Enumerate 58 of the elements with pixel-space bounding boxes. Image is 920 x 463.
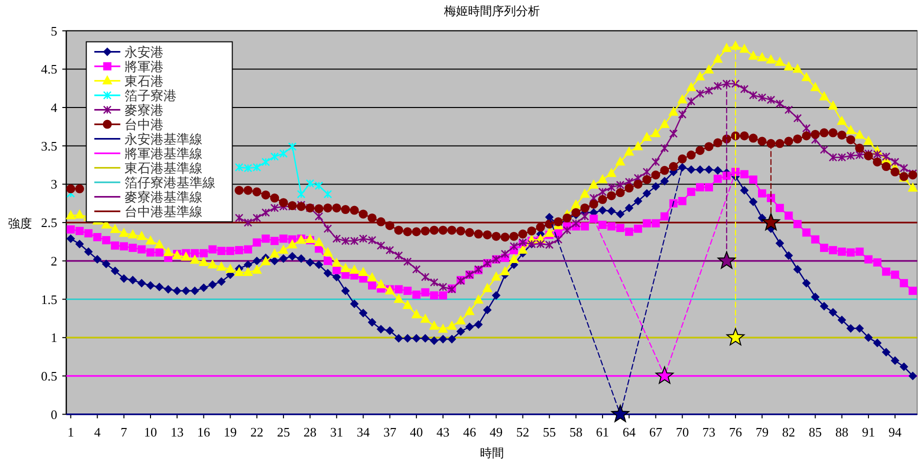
x-tick-label: 37 bbox=[383, 424, 397, 440]
y-tick-label: 2 bbox=[50, 253, 58, 268]
legend-label: 將軍港 bbox=[124, 58, 164, 74]
x-tick-label: 79 bbox=[756, 424, 769, 440]
x-tick-label: 1 bbox=[67, 424, 74, 440]
y-tick-label: 3 bbox=[50, 176, 58, 192]
x-tick-label: 52 bbox=[516, 424, 530, 440]
legend-label: 箔仔寮港基準線 bbox=[124, 174, 216, 190]
x-tick-label: 43 bbox=[436, 424, 450, 440]
x-tick-label: 4 bbox=[94, 424, 102, 440]
x-tick-label: 46 bbox=[463, 424, 477, 440]
y-tick-label: 2.5 bbox=[41, 215, 58, 230]
legend-label: 箔子寮港 bbox=[124, 88, 176, 103]
x-tick-label: 61 bbox=[596, 424, 610, 440]
x-tick-label: 16 bbox=[197, 424, 211, 440]
x-tick-label: 94 bbox=[888, 424, 902, 440]
x-tick-label: 19 bbox=[224, 424, 237, 440]
legend-label: 台中港 bbox=[124, 116, 164, 132]
x-tick-label: 28 bbox=[304, 424, 317, 440]
x-tick-label: 55 bbox=[542, 424, 556, 440]
x-tick-label: 49 bbox=[490, 424, 503, 440]
legend-label: 台中港基準線 bbox=[124, 204, 202, 219]
y-tick-label: 5 bbox=[50, 23, 58, 38]
legend-label: 麥寮港基準線 bbox=[124, 189, 202, 204]
x-tick-label: 76 bbox=[728, 424, 742, 440]
legend-label: 永安港基準線 bbox=[124, 131, 202, 146]
x-tick-label: 67 bbox=[649, 424, 663, 440]
y-tick-label: 4 bbox=[50, 100, 58, 115]
y-axis-title: 強度 bbox=[8, 216, 32, 231]
x-tick-label: 91 bbox=[862, 424, 875, 440]
legend-label: 永安港 bbox=[124, 44, 164, 60]
x-tick-label: 85 bbox=[808, 424, 822, 440]
y-tick-label: 0.5 bbox=[41, 368, 58, 384]
x-axis-title: 時間 bbox=[480, 446, 504, 460]
x-tick-label: 82 bbox=[782, 424, 796, 440]
x-tick-label: 34 bbox=[356, 424, 370, 440]
y-tick-label: 3.5 bbox=[41, 138, 58, 154]
legend-label: 東石港基準線 bbox=[124, 160, 202, 176]
x-tick-label: 31 bbox=[330, 424, 344, 440]
legend-label: 麥寮港 bbox=[124, 102, 164, 118]
chart-title: 梅姬時間序列分析 bbox=[442, 4, 540, 18]
x-tick-label: 88 bbox=[835, 424, 848, 440]
y-tick-label: 1 bbox=[50, 330, 58, 346]
x-tick-label: 22 bbox=[250, 424, 264, 440]
y-tick-label: 4.5 bbox=[41, 62, 58, 77]
x-tick-label: 13 bbox=[170, 424, 184, 440]
x-tick-label: 64 bbox=[622, 424, 636, 440]
x-tick-label: 10 bbox=[144, 424, 158, 440]
x-tick-label: 58 bbox=[569, 424, 582, 440]
x-tick-label: 40 bbox=[410, 424, 423, 440]
y-tick-label: 0 bbox=[50, 406, 58, 422]
x-tick-label: 70 bbox=[676, 424, 689, 440]
x-tick-label: 7 bbox=[120, 424, 128, 440]
x-tick-label: 25 bbox=[276, 424, 290, 440]
legend-label: 將軍港基準線 bbox=[124, 146, 202, 161]
legend-label: 東石港 bbox=[124, 73, 164, 88]
y-tick-label: 1.5 bbox=[41, 292, 58, 307]
x-tick-label: 73 bbox=[702, 424, 716, 440]
